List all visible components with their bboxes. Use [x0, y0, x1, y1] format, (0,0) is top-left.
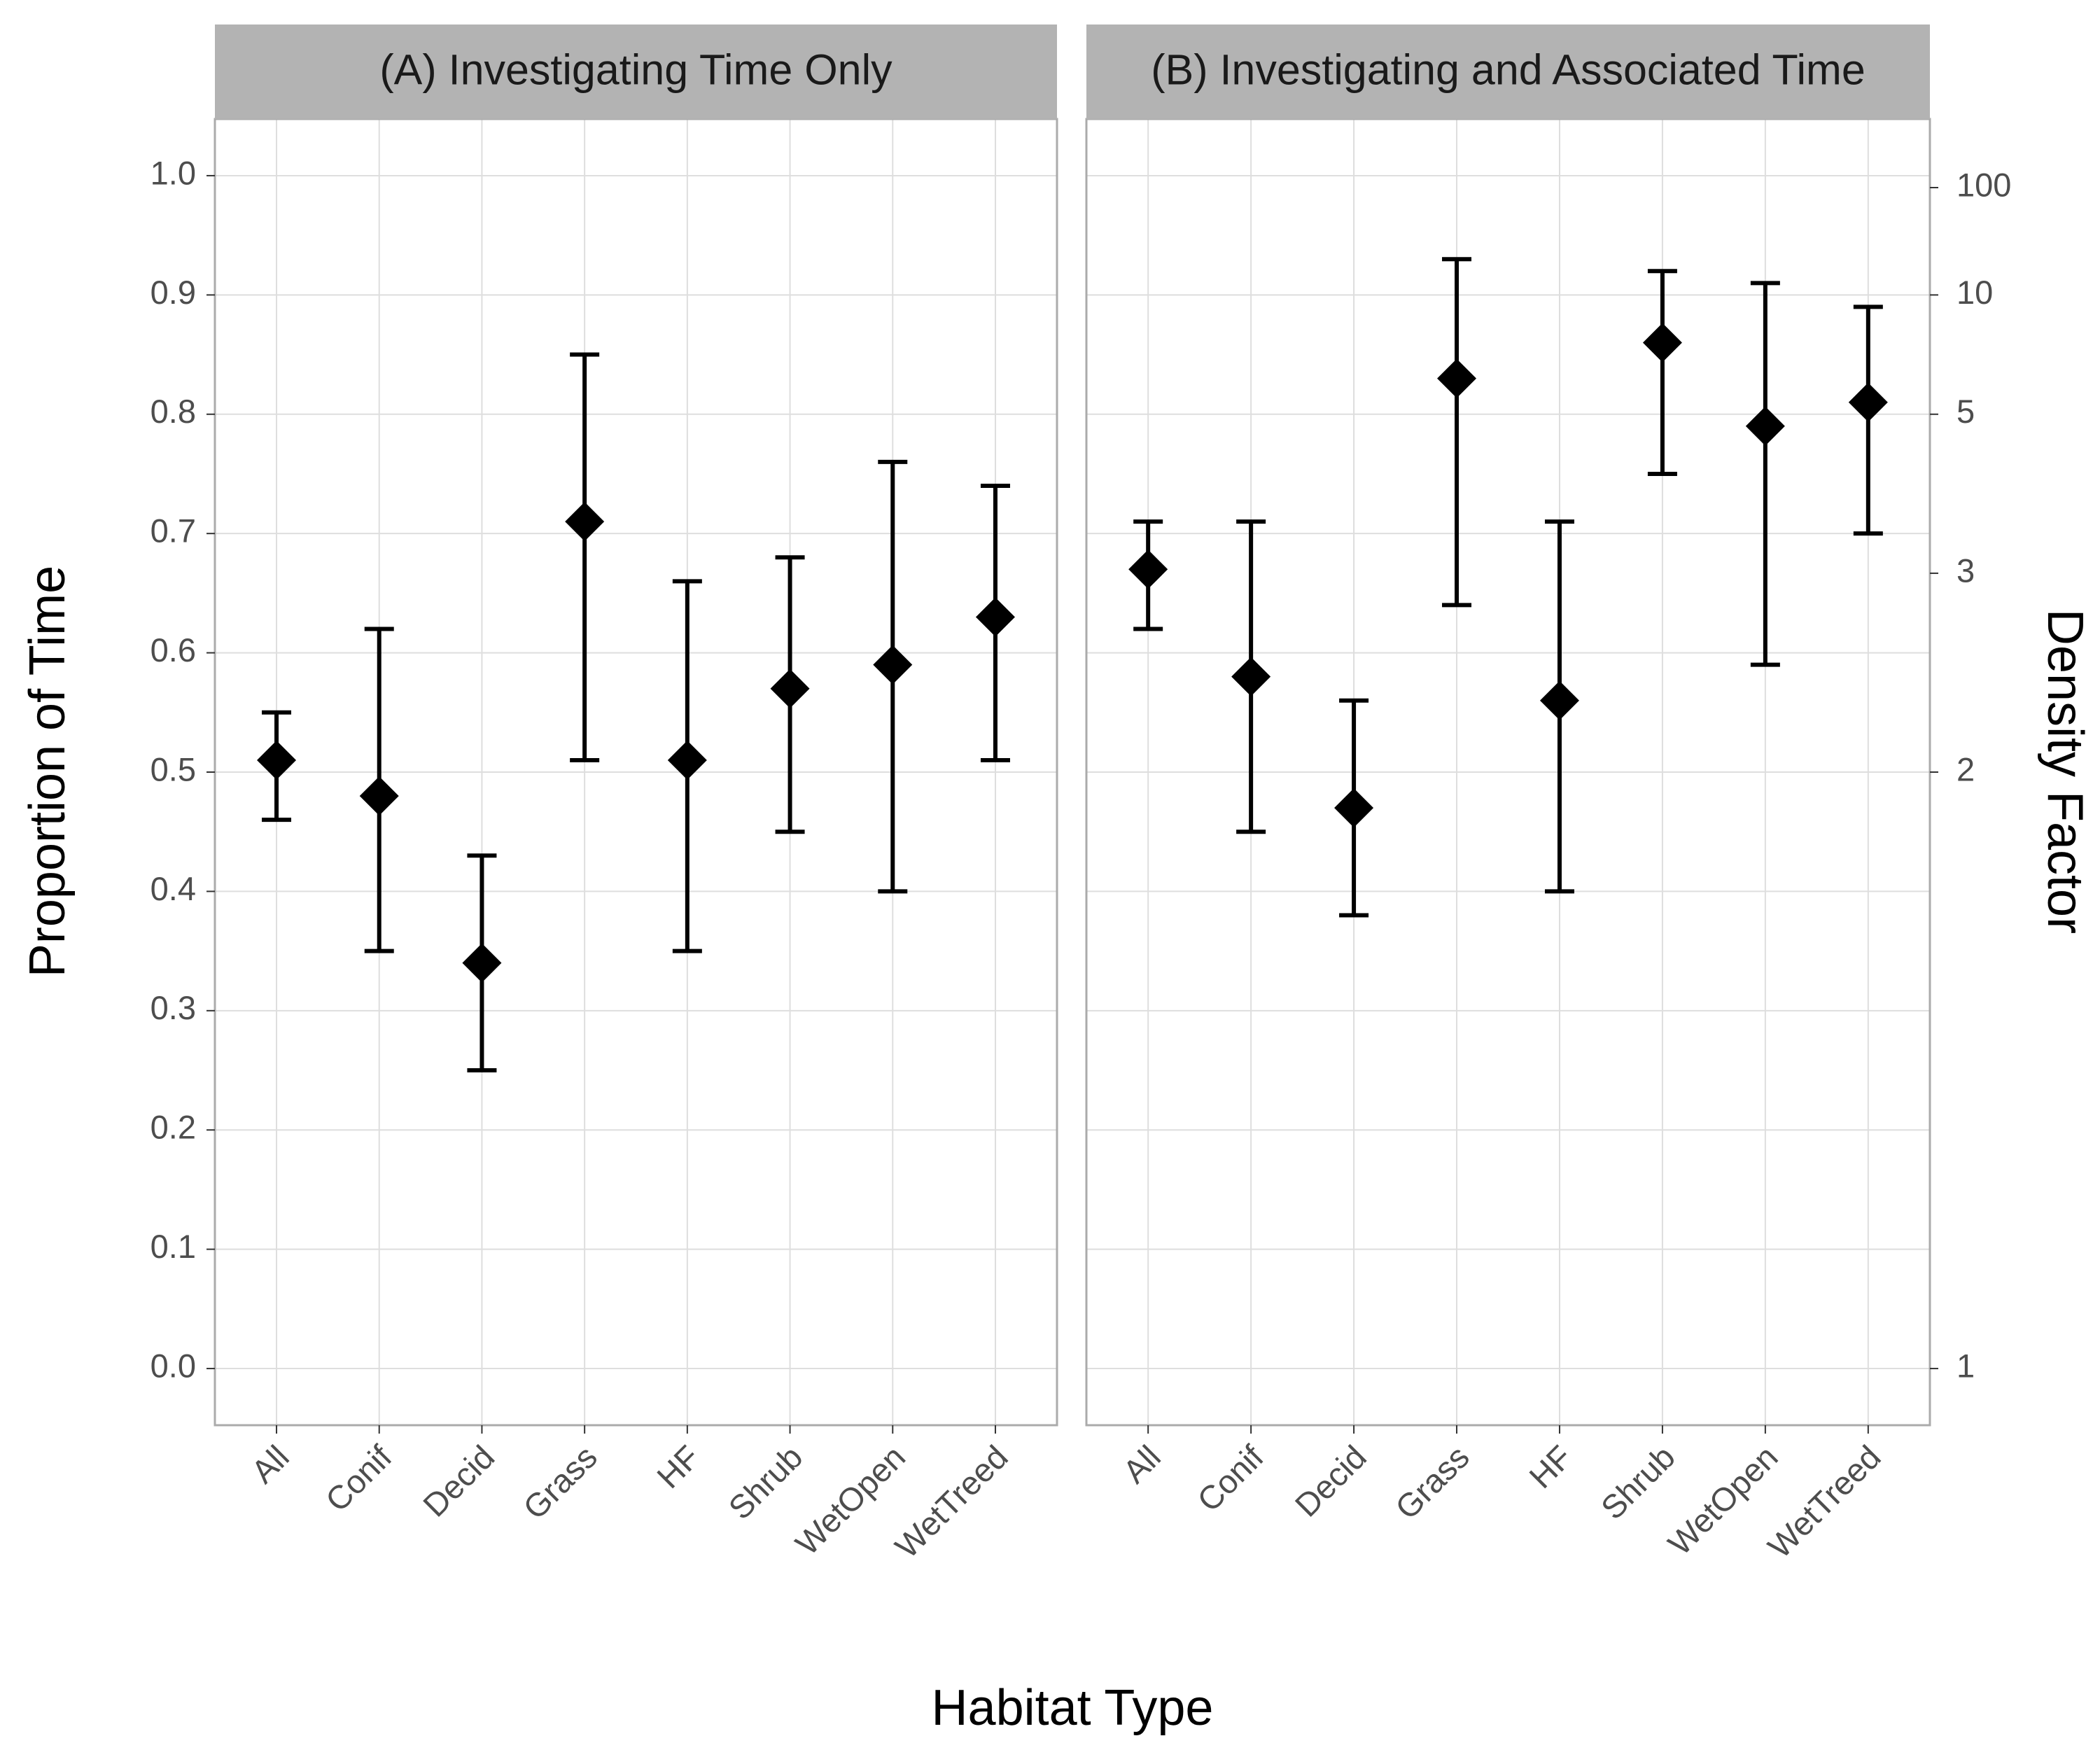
x-tick-label: Decid — [1287, 1438, 1373, 1523]
x-tick-label: WetTreed — [1760, 1438, 1888, 1565]
point — [1437, 358, 1477, 398]
point — [1642, 323, 1682, 363]
point — [359, 776, 399, 816]
y-tick-label: 0.2 — [150, 1109, 196, 1146]
y-tick-label: 0.4 — [150, 870, 196, 907]
point — [1848, 382, 1888, 422]
y-tick-label: 0.9 — [150, 274, 196, 311]
point — [1334, 788, 1374, 828]
y2-tick-label: 1 — [1956, 1347, 1975, 1384]
y-tick-label: 0.0 — [150, 1347, 196, 1384]
point — [565, 502, 605, 542]
point — [873, 645, 913, 685]
x-tick-label: Shrub — [721, 1438, 809, 1526]
y-axis-title: Proportion of Time — [20, 566, 76, 977]
point — [1128, 550, 1168, 589]
x-tick-label: HF — [1522, 1438, 1579, 1495]
x-tick-label: Decid — [416, 1438, 501, 1523]
point — [770, 668, 810, 708]
x-tick-label: All — [1116, 1438, 1168, 1490]
y-tick-label: 0.6 — [150, 631, 196, 668]
x-tick-label: Conif — [1190, 1438, 1271, 1519]
y-tick-label: 0.5 — [150, 750, 196, 788]
point — [667, 740, 707, 780]
strip — [1086, 24, 1930, 119]
y-tick-label: 0.1 — [150, 1228, 196, 1265]
x-tick-label: HF — [650, 1438, 707, 1495]
y2-tick-label: 100 — [1956, 166, 2011, 203]
point — [1745, 406, 1785, 446]
strip-title: (A) Investigating Time Only — [379, 46, 892, 94]
point — [462, 943, 502, 983]
x-tick-label: Conif — [318, 1438, 400, 1519]
y-tick-label: 0.3 — [150, 989, 196, 1026]
y2-axis-title: Density Factor — [2037, 609, 2093, 934]
y-tick-label: 0.8 — [150, 393, 196, 430]
strip-title: (B) Investigating and Associated Time — [1151, 46, 1865, 94]
point — [975, 597, 1015, 637]
point — [257, 740, 297, 780]
point — [1539, 680, 1579, 720]
x-tick-label: All — [244, 1438, 295, 1490]
y2-tick-label: 2 — [1956, 750, 1975, 788]
x-tick-label: Grass — [516, 1438, 604, 1526]
y2-tick-label: 10 — [1956, 274, 1993, 311]
point — [1231, 657, 1271, 696]
x-axis-title: Habitat Type — [932, 1680, 1214, 1736]
y2-tick-label: 3 — [1956, 552, 1975, 589]
x-tick-label: Grass — [1388, 1438, 1476, 1526]
y-tick-label: 0.7 — [150, 512, 196, 550]
y-tick-label: 1.0 — [150, 154, 196, 191]
strip — [215, 24, 1057, 119]
y2-tick-label: 5 — [1956, 393, 1975, 430]
x-tick-label: Shrub — [1594, 1438, 1682, 1526]
x-tick-label: WetTreed — [888, 1438, 1015, 1565]
